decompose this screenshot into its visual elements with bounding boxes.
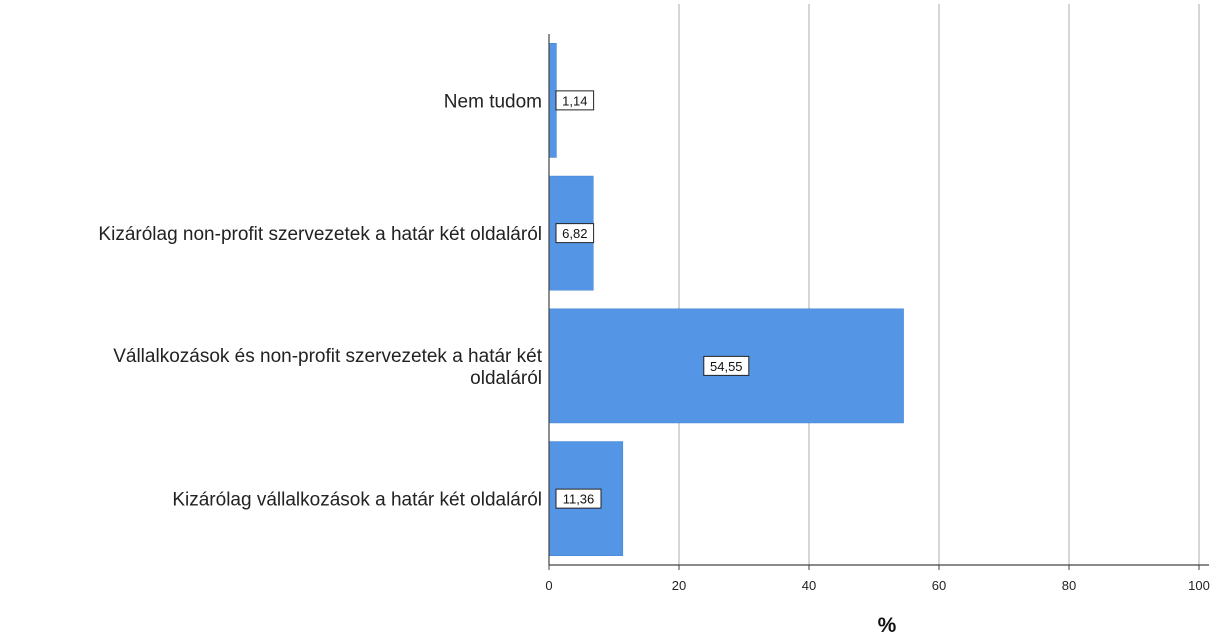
x-tick-label: 40 bbox=[802, 578, 816, 593]
data-label: 1,14 bbox=[562, 93, 587, 108]
bars bbox=[548, 43, 904, 556]
category-label: Vállalkozások és non-profit szervezetek … bbox=[113, 346, 542, 389]
x-tick-label: 100 bbox=[1188, 578, 1210, 593]
category-label: Kizárólag vállalkozások a határ két olda… bbox=[172, 490, 542, 511]
axes bbox=[548, 34, 1209, 570]
data-label: 11,36 bbox=[563, 492, 595, 507]
x-tick-label: 20 bbox=[672, 578, 686, 593]
x-tick-label: 60 bbox=[932, 578, 946, 593]
data-label-box bbox=[555, 90, 595, 111]
gridlines bbox=[678, 4, 1200, 565]
labels: 0 20 40 60 80 100 1,14 Nem tudom 6,82 Kizárólag n… bbox=[98, 90, 1210, 593]
x-tick-label: 0 bbox=[545, 578, 552, 593]
bar bbox=[548, 43, 557, 158]
x-axis-title: % bbox=[878, 614, 897, 637]
data-label: 6,82 bbox=[562, 226, 587, 241]
category-label: Nem tudom bbox=[444, 91, 542, 112]
data-label: 54,55 bbox=[710, 359, 743, 374]
data-label-box bbox=[555, 488, 602, 509]
data-label-box bbox=[703, 355, 750, 376]
category-label: Kizárólag non-profit szervezetek a határ… bbox=[98, 224, 542, 245]
data-label-box bbox=[555, 223, 595, 244]
x-tick-label: 80 bbox=[1062, 578, 1076, 593]
